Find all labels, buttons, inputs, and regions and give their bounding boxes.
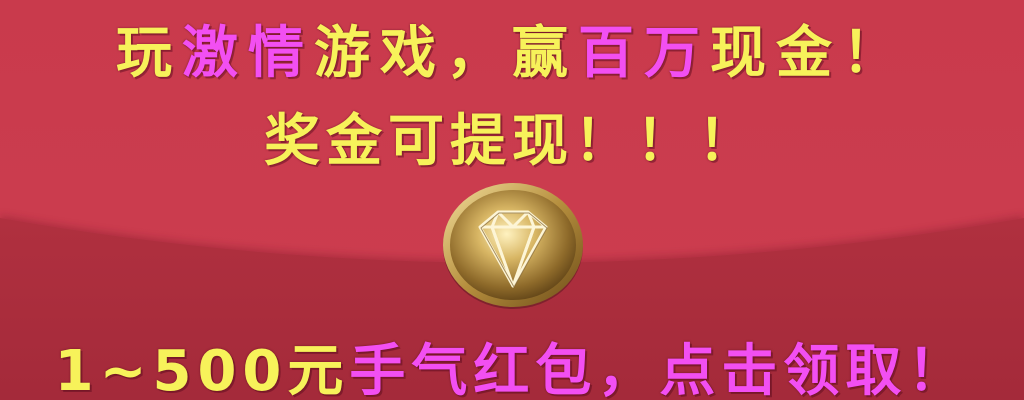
headline-win-cash: 玩激情游戏，赢百万现金！ [0,8,1024,89]
headline-part: 玩 [116,21,182,86]
diamond-coin-icon [443,183,583,309]
diamond-coin-button[interactable] [440,180,586,310]
headline-part: 游戏， [314,21,512,86]
cta-text: 手气红包，点击领取！ [349,339,970,400]
headline-part: 现金！ [710,21,908,86]
headline-part-highlight: 百万 [578,21,710,86]
subheadline-withdrawable: 奖金可提现！！！ [264,109,760,174]
headline-part: 赢 [512,21,578,86]
cta-claim-red-envelope[interactable]: 1~500元手气红包，点击领取！ [0,326,1024,400]
cta-amount: 1~500元 [54,339,350,400]
headline-part-highlight: 激情 [182,21,314,86]
